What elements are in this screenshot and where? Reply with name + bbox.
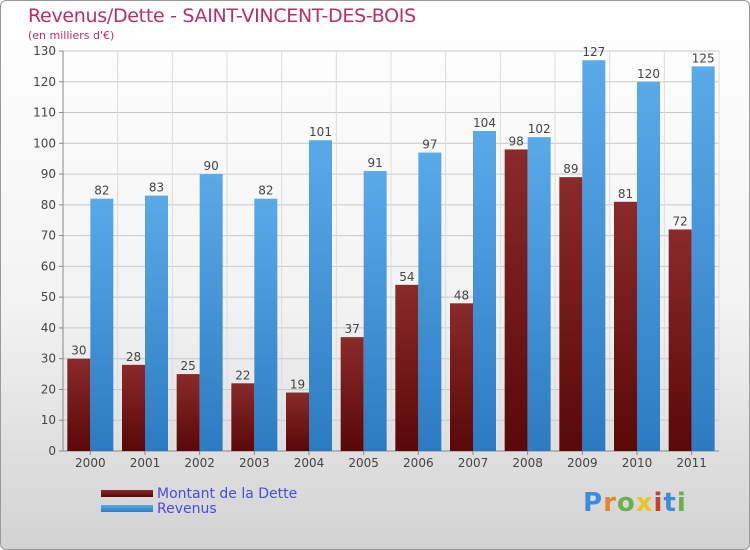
- x-tick-label: 2007: [458, 456, 489, 470]
- bar-revenus: [527, 137, 551, 451]
- data-label-dette: 25: [181, 359, 196, 373]
- bar-dette: [614, 201, 637, 451]
- bar-revenus: [637, 81, 660, 452]
- bar-dette: [450, 303, 473, 451]
- x-tick-label: 2003: [239, 456, 270, 470]
- bar-dette: [122, 364, 145, 451]
- x-tick-label: 2008: [512, 456, 543, 470]
- data-label-dette: 98: [509, 134, 524, 148]
- legend-label-revenus: Revenus: [157, 501, 217, 517]
- bar-revenus: [309, 140, 332, 451]
- data-label-revenus: 82: [258, 184, 273, 198]
- data-label-revenus: 90: [204, 159, 219, 173]
- y-tick-label: 120: [33, 75, 56, 89]
- data-label-revenus: 125: [692, 51, 715, 65]
- data-label-dette: 72: [673, 214, 688, 228]
- y-tick-label: 100: [33, 136, 56, 150]
- bar-revenus: [473, 131, 496, 451]
- data-label-dette: 28: [126, 350, 141, 364]
- bar-revenus: [145, 195, 168, 451]
- bar-dette: [231, 383, 255, 451]
- y-tick-label: 70: [41, 229, 56, 243]
- logo-letter: r: [603, 488, 617, 518]
- y-tick-label: 10: [41, 413, 56, 427]
- logo-letter: x: [635, 488, 654, 518]
- logo-letter: P: [583, 488, 604, 518]
- y-tick-label: 60: [41, 259, 56, 273]
- logo-letter: i: [676, 488, 687, 518]
- chart-title: Revenus/Dette - SAINT-VINCENT-DES-BOIS: [28, 5, 416, 27]
- data-label-dette: 22: [235, 368, 250, 382]
- data-label-revenus: 120: [637, 67, 660, 81]
- axes: 0 10 20 30 40 50 60 70 80 90 100 110 120 130 2000 2001 2…: [33, 44, 719, 470]
- bar-revenus: [363, 171, 387, 451]
- data-label-dette: 89: [563, 162, 578, 176]
- data-label-dette: 30: [71, 344, 86, 358]
- y-tick-label: 130: [33, 44, 56, 58]
- y-tick-label: 50: [41, 290, 56, 304]
- y-tick-label: 0: [48, 444, 56, 458]
- data-label-revenus: 102: [528, 122, 551, 136]
- data-label-revenus: 82: [94, 184, 109, 198]
- chart-subtitle: (en milliers d'€): [28, 29, 115, 42]
- logo-letter: t: [663, 488, 677, 518]
- bar-labels: 30 82 28 83 25 90 22 82 19 101 37 91 54 97 48 104 98 102 8…: [71, 45, 714, 391]
- x-tick-label: 2011: [676, 456, 707, 470]
- x-tick-label: 2004: [294, 456, 325, 470]
- bar-dette: [176, 374, 200, 451]
- bars: [67, 60, 715, 452]
- y-tick-label: 110: [33, 106, 56, 120]
- x-tick-label: 2005: [348, 456, 379, 470]
- data-label-dette: 48: [454, 288, 469, 302]
- bar-dette: [559, 177, 583, 451]
- y-tick-label: 20: [41, 382, 56, 396]
- data-label-revenus: 127: [582, 45, 605, 59]
- legend-swatch-revenus: [101, 505, 153, 512]
- x-tick-label: 2000: [75, 456, 106, 470]
- bar-dette: [504, 149, 528, 451]
- bar-dette: [67, 358, 91, 451]
- data-label-dette: 19: [290, 378, 305, 392]
- data-label-dette: 37: [345, 322, 360, 336]
- logo-letter: i: [653, 488, 664, 518]
- bar-dette: [340, 337, 364, 451]
- x-tick-label: 2002: [184, 456, 215, 470]
- bar-dette: [395, 284, 419, 451]
- legend-label-dette: Montant de la Dette: [157, 486, 298, 502]
- bar-revenus: [90, 198, 114, 451]
- bar-dette: [286, 392, 309, 451]
- y-tick-label: 80: [41, 198, 56, 212]
- data-label-revenus: 83: [149, 181, 164, 195]
- bar-revenus: [254, 198, 278, 451]
- y-tick-label: 90: [41, 167, 56, 181]
- data-label-revenus: 101: [309, 125, 332, 139]
- data-label-revenus: 104: [473, 116, 496, 130]
- logo-letter: o: [616, 488, 636, 518]
- bar-dette: [668, 229, 692, 451]
- x-tick-label: 2009: [567, 456, 598, 470]
- bar-revenus: [582, 60, 606, 451]
- bar-revenus: [418, 152, 442, 452]
- data-label-dette: 81: [618, 187, 633, 201]
- y-tick-label: 30: [41, 352, 56, 366]
- legend-swatch-dette: [101, 490, 153, 497]
- data-label-revenus: 97: [422, 138, 437, 152]
- x-tick-label: 2010: [622, 456, 653, 470]
- bar-revenus: [199, 174, 223, 452]
- bar-revenus: [691, 66, 715, 451]
- data-label-revenus: 91: [368, 156, 383, 170]
- y-tick-label: 40: [41, 321, 56, 335]
- proxiti-logo: Proxiti: [583, 488, 687, 518]
- x-tick-label: 2006: [403, 456, 434, 470]
- x-tick-label: 2001: [130, 456, 161, 470]
- data-label-dette: 54: [399, 270, 414, 284]
